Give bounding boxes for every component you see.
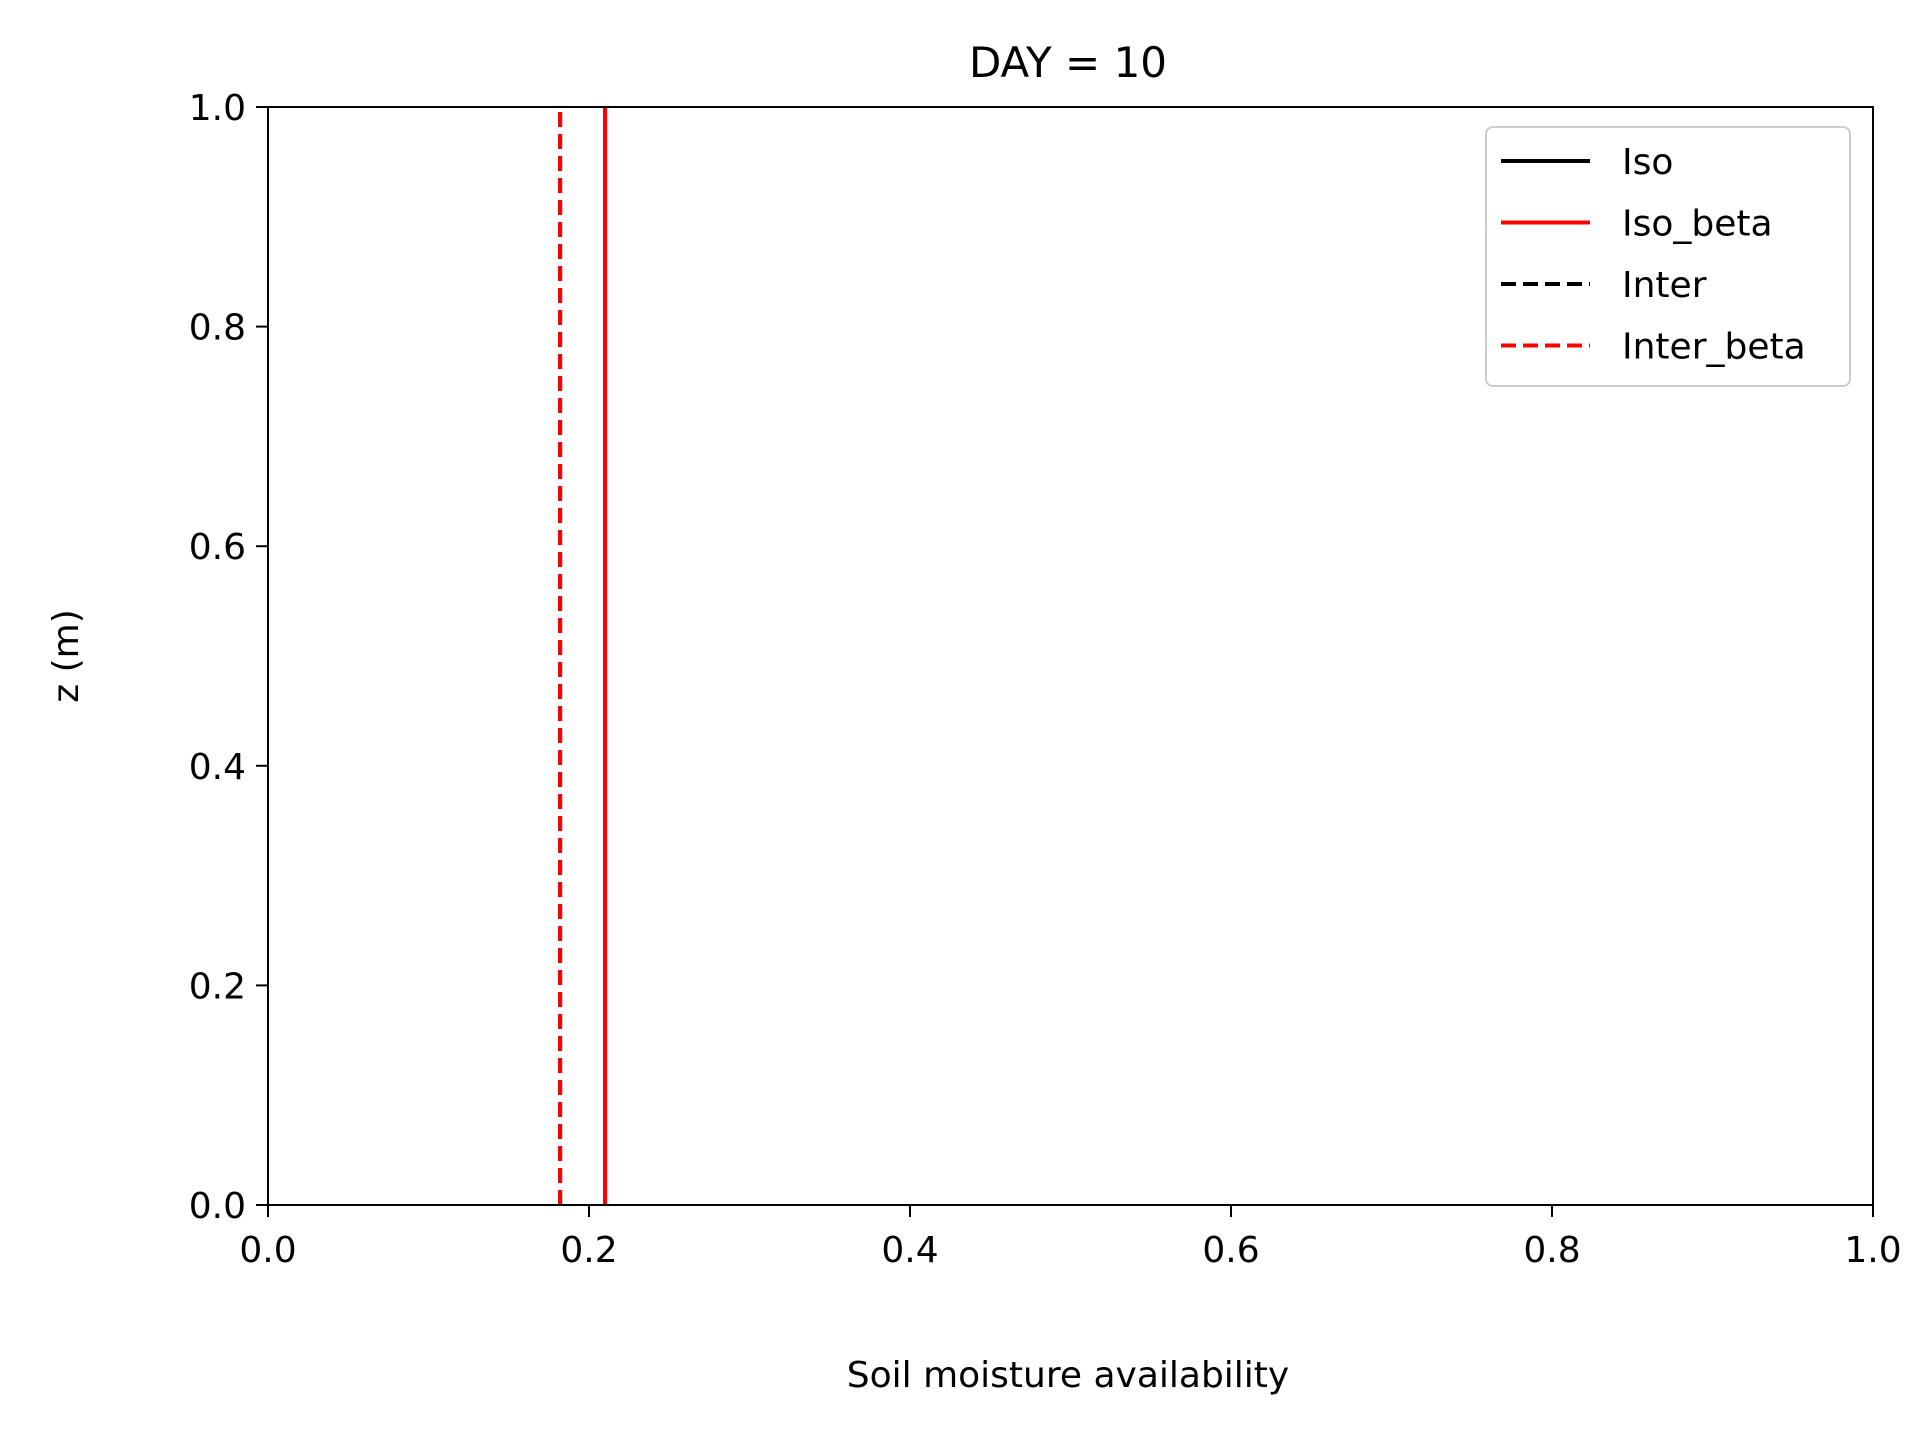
y-tick-label: 0.6 — [189, 527, 246, 568]
legend-label-iso-beta: Iso_beta — [1622, 204, 1773, 245]
x-tick-label: 1.0 — [1844, 1230, 1901, 1271]
y-axis-label: z (m) — [46, 609, 87, 703]
legend-label-iso: Iso — [1622, 142, 1673, 183]
legend-items: Iso Iso_beta Inter Inter_beta — [1501, 142, 1806, 368]
legend-box — [1485, 126, 1851, 387]
x-tick-label: 0.0 — [239, 1230, 296, 1271]
x-axis-label: Soil moisture availability — [847, 1355, 1289, 1396]
chart-title: DAY = 10 — [969, 38, 1167, 87]
x-tick-label: 0.6 — [1202, 1230, 1259, 1271]
x-tick-label: 0.4 — [881, 1230, 938, 1271]
y-tick-label: 0.2 — [189, 966, 246, 1007]
x-tick-label: 0.8 — [1523, 1230, 1580, 1271]
y-tick-label: 0.4 — [189, 747, 246, 788]
x-tick-label: 0.2 — [560, 1230, 617, 1271]
plot-frame — [267, 106, 1874, 1206]
series-layer — [558, 107, 608, 1205]
legend: Iso Iso_beta Inter Inter_beta — [1485, 126, 1851, 387]
x-axis: 0.0 0.2 0.4 0.6 0.8 1.0 — [239, 1205, 1902, 1271]
legend-label-inter: Inter — [1622, 265, 1707, 306]
y-tick-label: 1.0 — [189, 88, 246, 129]
y-axis: 0.0 0.2 0.4 0.6 0.8 1.0 — [189, 88, 268, 1227]
y-tick-label: 0.8 — [189, 308, 246, 349]
legend-label-inter-beta: Inter_beta — [1622, 327, 1806, 368]
y-tick-label: 0.0 — [189, 1186, 246, 1227]
